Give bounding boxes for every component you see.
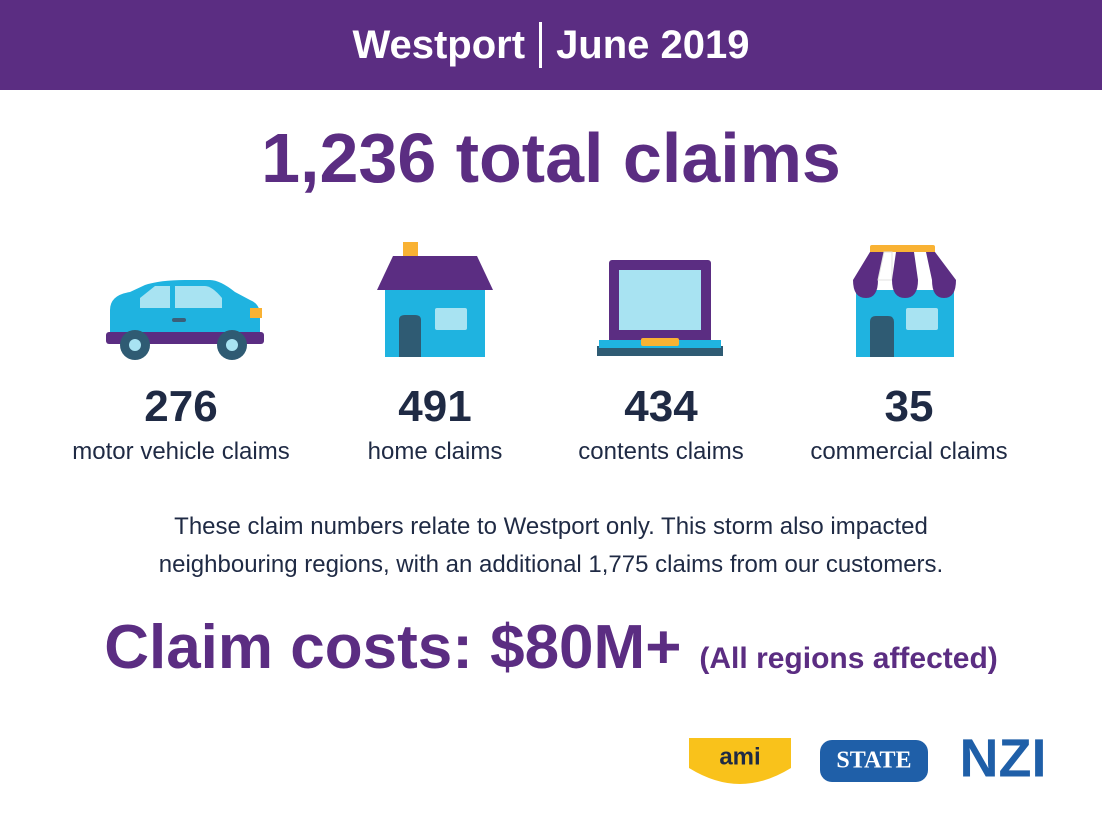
stat-number: 491	[398, 382, 472, 431]
costs-qualifier: (All regions affected)	[699, 642, 998, 675]
state-logo-shape	[820, 740, 928, 782]
stat: 276 motor vehicle claims	[51, 380, 311, 470]
stat: 35 commercial claims	[779, 380, 1039, 470]
note: These claim numbers relate to Westport o…	[0, 508, 1102, 584]
stat-number: 276	[144, 382, 218, 431]
laptop-icon	[597, 260, 723, 356]
logos: ami STATE NZI	[689, 730, 1047, 788]
car-icon	[106, 280, 264, 360]
costs: Claim costs: $80M+ (All regions affected…	[0, 612, 1102, 683]
stat: 434 contents claims	[531, 380, 791, 470]
shop-icon	[853, 245, 956, 357]
note-line: neighbouring regions, with an additional…	[158, 551, 944, 578]
nzi-logo: NZI	[960, 730, 1047, 788]
house-icon	[377, 242, 493, 357]
costs-main: Claim costs: $80M+	[104, 613, 682, 682]
stat-label: contents claims	[578, 438, 744, 465]
ami-logo: ami	[719, 743, 760, 770]
ami-logo-shape	[689, 738, 791, 784]
header: Westport June 2019	[0, 0, 1102, 90]
stat-label: commercial claims	[810, 438, 1008, 465]
note-line: These claim numbers relate to Westport o…	[174, 513, 928, 540]
stat-number: 35	[884, 382, 934, 431]
state-logo: STATE	[836, 748, 911, 774]
separator	[539, 22, 543, 68]
stat-label: motor vehicle claims	[72, 438, 290, 465]
title: 1,236 total claims	[261, 119, 841, 197]
stat-label: home claims	[367, 438, 503, 465]
header-date: June 2019	[556, 22, 750, 67]
stat: 491 home claims	[305, 380, 565, 470]
stat-number: 434	[624, 382, 698, 431]
header-place: Westport	[352, 22, 526, 67]
